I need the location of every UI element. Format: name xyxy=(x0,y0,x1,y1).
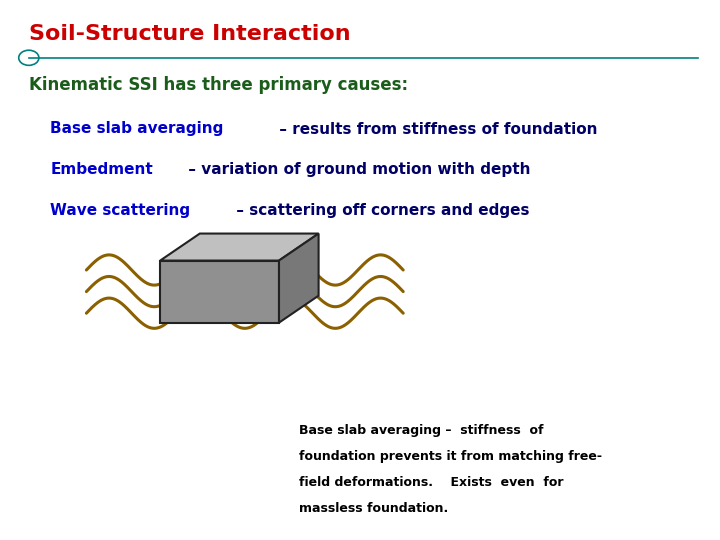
Text: Wave scattering: Wave scattering xyxy=(50,202,191,218)
Text: – variation of ground motion with depth: – variation of ground motion with depth xyxy=(183,162,531,177)
Text: – scattering off corners and edges: – scattering off corners and edges xyxy=(231,202,530,218)
Text: Kinematic SSI has three primary causes:: Kinematic SSI has three primary causes: xyxy=(29,76,408,93)
Polygon shape xyxy=(160,233,319,260)
Polygon shape xyxy=(279,233,319,322)
Text: foundation prevents it from matching free-: foundation prevents it from matching fre… xyxy=(299,450,602,463)
Polygon shape xyxy=(160,260,279,322)
Text: Soil-Structure Interaction: Soil-Structure Interaction xyxy=(29,24,351,44)
Text: field deformations.    Exists  even  for: field deformations. Exists even for xyxy=(299,476,563,489)
Text: Base slab averaging: Base slab averaging xyxy=(50,122,224,137)
Text: – results from stiffness of foundation: – results from stiffness of foundation xyxy=(274,122,598,137)
Text: Base slab averaging –  stiffness  of: Base slab averaging – stiffness of xyxy=(299,424,544,437)
Text: Embedment: Embedment xyxy=(50,162,153,177)
Text: massless foundation.: massless foundation. xyxy=(299,502,448,515)
